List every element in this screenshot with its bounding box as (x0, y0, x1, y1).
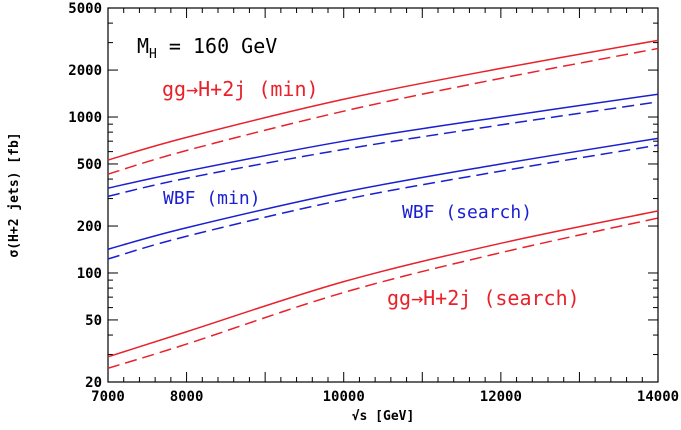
y-tick-label: 20 (85, 375, 102, 391)
plot-frame (107, 7, 659, 383)
x-tick-label: 12000 (480, 389, 522, 405)
annot-mass: MH = 160 GeV (137, 34, 277, 62)
x-axis-label: √s [GeV] (352, 409, 415, 424)
annot-wbf-min: WBF (min) (163, 188, 261, 209)
annot-mass-main: M (137, 34, 149, 58)
series-line-gg_search_solid (107, 210, 659, 358)
tick-labels: 7000 8000 10000 12000 14000 20 50 100 200 500 1000… (68, 1, 679, 405)
series-line-wbf_search_dashed (107, 144, 659, 260)
series-line-wbf_min_solid (107, 93, 659, 189)
series-line-gg_min_dashed (107, 47, 659, 175)
series-line-gg_search_dashed (107, 217, 659, 369)
annot-wbf-search: WBF (search) (402, 202, 532, 223)
axis-ticks (107, 7, 659, 383)
series-line-wbf_min_dashed (107, 101, 659, 198)
y-tick-label: 100 (77, 266, 102, 282)
annot-mass-rest: = 160 GeV (157, 34, 277, 58)
y-tick-label: 50 (85, 313, 102, 329)
annotations: MH = 160 GeV gg→H+2j (min) WBF (min) WBF… (137, 34, 580, 310)
y-tick-label: 5000 (68, 1, 102, 17)
annot-mass-sub: H (149, 47, 157, 62)
x-tick-label: 14000 (637, 389, 679, 405)
annot-gg-search: gg→H+2j (search) (387, 286, 580, 310)
series-line-wbf_search_solid (107, 137, 659, 250)
y-tick-label: 500 (77, 157, 102, 173)
y-tick-label: 1000 (68, 110, 102, 126)
x-tick-label: 8000 (170, 389, 204, 405)
annot-gg-min: gg→H+2j (min) (162, 77, 319, 101)
y-axis-label: σ(H+2 jets) [fb] (7, 132, 22, 257)
y-tick-label: 200 (77, 219, 102, 235)
x-tick-label: 10000 (323, 389, 365, 405)
y-tick-label: 2000 (68, 63, 102, 79)
series-curves (107, 39, 659, 369)
x-tick-label: 7000 (91, 389, 125, 405)
series-line-gg_min_solid (107, 39, 659, 161)
